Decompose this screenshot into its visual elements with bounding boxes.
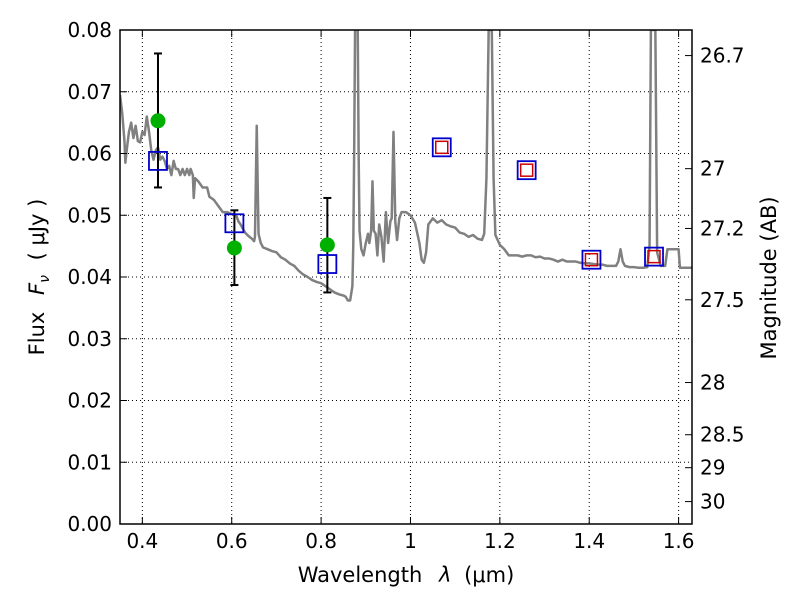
y2-tick-label: 28.5: [700, 423, 745, 447]
plot-frame: [119, 29, 693, 525]
y-tick-label: 0.01: [67, 450, 112, 474]
y-tick-label: 0.06: [67, 142, 112, 166]
x-tick-label: 1.2: [484, 529, 516, 553]
y2-axis-label: Magnitude (AB): [757, 196, 781, 359]
x-axis-label-prefix: Wavelength: [298, 563, 423, 587]
observed-point: [226, 240, 242, 256]
synthetic-inner-point: [435, 140, 449, 155]
x-tick-label: 1.6: [663, 529, 695, 553]
y2-tick-label: 27.2: [700, 216, 745, 240]
synthetic-inner-point: [647, 249, 661, 264]
labels-layer: Wavelength λ (μm) Flux Fν ( μJy ) Magnit…: [25, 196, 781, 587]
y-tick-label: 0.04: [67, 265, 112, 289]
synthetic-point: [516, 160, 537, 181]
synthetic-point: [317, 254, 338, 274]
y2-tick-label: 27: [700, 157, 725, 181]
synthetic-inner-point: [584, 252, 599, 267]
y-tick-label: 0.03: [67, 327, 112, 351]
synthetic-point: [431, 137, 452, 158]
y-tick-label: 0.02: [67, 389, 112, 413]
synthetic-point: [224, 213, 245, 234]
y-axis-label-unit: ( μJy ): [25, 199, 49, 261]
data-layer: [120, 30, 692, 302]
x-tick-label: 0.6: [216, 529, 248, 553]
y-tick-label: 0.05: [67, 203, 112, 227]
x-axis-label-symbol: λ: [438, 563, 451, 587]
observed-point: [150, 113, 166, 129]
observed-point: [319, 237, 335, 253]
synthetic-point: [581, 249, 602, 270]
y2-tick-label: 30: [700, 490, 725, 514]
y-axis-label: Flux Fν ( μJy ): [25, 199, 54, 356]
y-axis-label-subscript: ν: [37, 275, 53, 283]
y2-tick-label: 29: [700, 456, 725, 480]
x-tick-label: 0.4: [126, 529, 158, 553]
x-tick-label: 1.4: [573, 529, 605, 553]
y-axis-label-symbol: F: [25, 282, 49, 295]
x-tick-label: 0.8: [305, 529, 337, 553]
y-axis-label-prefix: Flux: [25, 312, 49, 356]
y2-tick-label: 28: [700, 371, 725, 395]
synthetic-point: [148, 151, 168, 171]
x-axis-label: Wavelength λ (μm): [298, 563, 515, 587]
y2-tick-label: 26.7: [700, 44, 745, 68]
grid-layer: [120, 30, 692, 524]
model-sed-line: [120, 30, 692, 302]
synthetic-point: [644, 246, 664, 267]
y-tick-label: 0.00: [67, 512, 112, 536]
y2-tick-label: 27.5: [700, 288, 745, 312]
synthetic-inner-point: [519, 163, 534, 177]
x-axis-label-unit: (μm): [464, 563, 514, 587]
x-tick-label: 1: [404, 529, 417, 553]
axes-layer: 0.4 0.6 0.8 1 1.2 1.4 1.6 0.00 0.01 0.02 0.03 0.04 0…: [67, 18, 744, 553]
y-tick-label: 0.07: [67, 80, 112, 104]
y-tick-label: 0.08: [67, 18, 112, 42]
